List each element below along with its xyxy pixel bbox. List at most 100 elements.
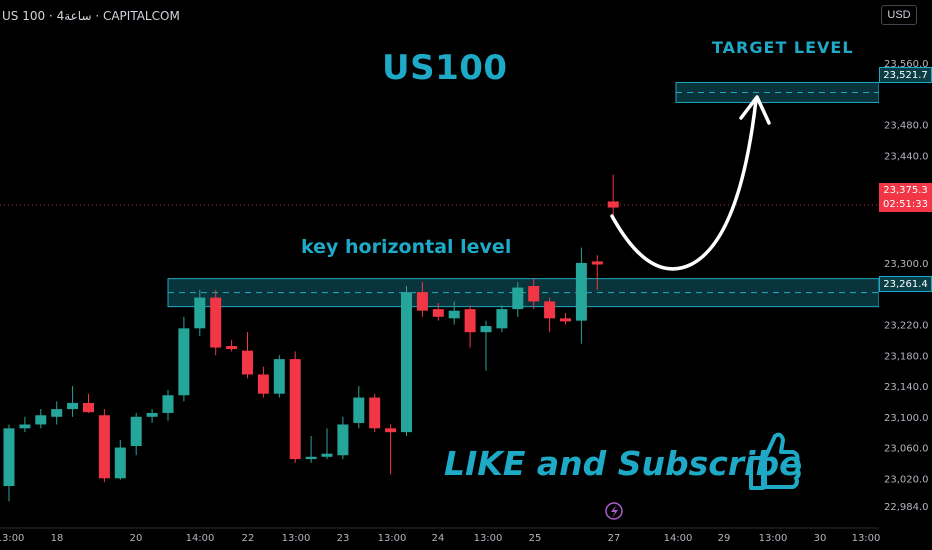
- countdown-tag: 02:51:33: [879, 198, 932, 212]
- thumb-hand: [763, 432, 801, 489]
- key-price-tag: 23,261.4: [879, 276, 932, 292]
- candle: [321, 428, 333, 460]
- candle: [544, 297, 556, 333]
- candle: [528, 278, 540, 310]
- y-tick-label: 23,180.0: [884, 351, 929, 362]
- x-tick-label: 22: [242, 533, 255, 544]
- candle: [369, 393, 381, 433]
- candle-body: [3, 428, 15, 487]
- candle: [114, 439, 126, 480]
- candle-body: [448, 310, 460, 319]
- chart-title: US100: [382, 48, 508, 88]
- y-tick-label: 23,220.0: [884, 320, 929, 331]
- x-tick-label: 27: [608, 533, 621, 544]
- x-tick-label: 23: [337, 533, 350, 544]
- candle: [560, 312, 571, 325]
- candle-body: [480, 326, 492, 333]
- candle-body: [385, 428, 397, 433]
- candle-body: [178, 328, 190, 396]
- candle-body: [210, 297, 222, 348]
- x-tick-label: 13:00: [474, 533, 503, 544]
- candle-body: [130, 416, 142, 447]
- candle: [607, 174, 619, 221]
- x-tick-label: 13:00: [852, 533, 881, 544]
- candle: [98, 409, 110, 483]
- currency-button[interactable]: USD: [881, 5, 917, 25]
- candle-body: [401, 292, 412, 433]
- y-tick-label: 23,060.0: [884, 444, 929, 455]
- candle-body: [98, 415, 110, 479]
- candle: [337, 416, 349, 460]
- candle: [401, 286, 412, 437]
- candle-body: [19, 424, 31, 429]
- candle-body: [242, 350, 253, 375]
- candle-body: [289, 359, 301, 460]
- candle: [575, 247, 587, 344]
- y-tick-label: 23,440.0: [884, 151, 929, 162]
- candle: [51, 401, 63, 425]
- thumbs-up-icon: [749, 432, 801, 490]
- x-tick-label: 29: [718, 533, 731, 544]
- lightning-icon: [605, 502, 623, 520]
- candle-body: [496, 309, 508, 329]
- x-tick-label: 18: [51, 533, 64, 544]
- thumb-cuff: [749, 456, 765, 490]
- candle-body: [512, 287, 524, 310]
- candle-body: [226, 346, 238, 350]
- candle-body: [528, 286, 540, 302]
- candle-body: [432, 309, 444, 317]
- candle: [67, 386, 79, 417]
- candle: [464, 305, 476, 348]
- y-tick-label: 23,100.0: [884, 413, 929, 424]
- x-tick-label: 13:00: [0, 533, 24, 544]
- candle-body: [353, 397, 365, 423]
- last-price-tag: 23,375.3: [879, 183, 932, 199]
- candle: [432, 302, 444, 321]
- candle: [257, 366, 269, 398]
- y-tick-label: 23,300.0: [884, 259, 929, 270]
- candle-body: [194, 297, 206, 329]
- x-tick-label: 13:00: [378, 533, 407, 544]
- candle: [178, 316, 190, 402]
- x-tick-label: 25: [529, 533, 542, 544]
- candle-body: [575, 262, 587, 321]
- candle: [35, 409, 47, 429]
- candle: [305, 436, 317, 463]
- candle-body: [560, 318, 571, 322]
- x-tick-label: 20: [130, 533, 143, 544]
- y-tick-label: 23,560.0: [884, 59, 929, 70]
- price-axis: [879, 0, 932, 550]
- y-tick-label: 23,020.0: [884, 474, 929, 485]
- candle: [162, 389, 174, 421]
- lightning-circle: [605, 502, 623, 520]
- x-tick-label: 24: [432, 533, 445, 544]
- candle: [496, 305, 508, 333]
- candle: [19, 416, 31, 433]
- candle-body: [369, 397, 381, 429]
- candle-body: [607, 201, 619, 208]
- candle: [146, 409, 158, 423]
- target-level-label: TARGET LEVEL: [712, 38, 854, 57]
- curved-arrow-icon: [610, 98, 758, 271]
- symbol-info[interactable]: US 100 · 4ساعة · CAPITALCOM: [2, 9, 180, 23]
- candle-body: [257, 374, 269, 394]
- candle: [242, 332, 253, 379]
- candle: [3, 424, 15, 502]
- candle: [83, 393, 94, 413]
- candle-body: [51, 409, 63, 417]
- candle-body: [35, 415, 47, 425]
- candle-body: [464, 309, 476, 333]
- candle: [480, 320, 492, 371]
- candle-body: [114, 447, 126, 479]
- candle-body: [83, 402, 94, 413]
- candle-body: [337, 424, 349, 456]
- candle: [210, 289, 222, 356]
- x-tick-label: 14:00: [664, 533, 693, 544]
- x-tick-label: 14:00: [186, 533, 215, 544]
- candle: [448, 301, 460, 325]
- x-tick-label: 30: [814, 533, 827, 544]
- key-level-label: key horizontal level: [301, 236, 512, 258]
- candle: [512, 282, 524, 317]
